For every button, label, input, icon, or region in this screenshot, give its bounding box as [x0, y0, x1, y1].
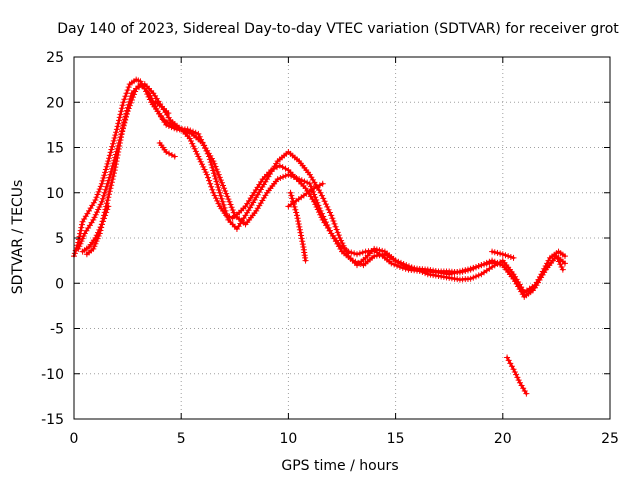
series-track-c: [75, 81, 566, 296]
series-markers: [504, 354, 530, 397]
data-series: [71, 76, 568, 397]
series-fragment-5: [285, 180, 326, 210]
series-markers: [287, 189, 309, 264]
y-axis-label: SDTVAR / TECUs: [10, 180, 26, 295]
series-markers: [152, 99, 172, 117]
series-markers: [156, 139, 178, 160]
axes: 0 5 10 15 20 25 25 20 15 10 5 0 -5 -10 -15: [41, 50, 619, 447]
series-markers: [79, 203, 112, 255]
series-line: [287, 182, 325, 208]
y-tick-label: 10: [46, 186, 64, 202]
series-fragment-7: [504, 354, 530, 397]
plot-frame: [73, 56, 611, 420]
y-tick-label: -15: [41, 412, 64, 428]
series-fragment-3: [156, 139, 178, 160]
x-tick-label: 5: [177, 431, 186, 447]
y-tick-label: 5: [55, 231, 64, 247]
series-markers: [285, 180, 326, 210]
series-markers: [489, 248, 517, 261]
x-tick-label: 15: [387, 431, 405, 447]
y-tick-label: 20: [46, 95, 64, 111]
series-markers: [75, 81, 566, 296]
x-tick-label: 20: [494, 431, 512, 447]
x-axis-label: GPS time / hours: [281, 458, 398, 474]
x-tick-label: 0: [70, 431, 79, 447]
y-tick-label: 25: [46, 50, 64, 66]
y-tick-label: 0: [55, 276, 64, 292]
y-tick-label: -5: [50, 322, 64, 338]
series-fragment-2: [152, 99, 172, 117]
series-fragment-6: [489, 248, 517, 261]
series-fragment-1: [79, 203, 112, 255]
chart-title: Day 140 of 2023, Sidereal Day-to-day VTE…: [57, 21, 619, 37]
y-tick-label: -10: [41, 367, 64, 383]
x-tick-label: 10: [279, 431, 297, 447]
y-tick-label: 15: [46, 141, 64, 157]
x-tick-label: 25: [601, 431, 619, 447]
